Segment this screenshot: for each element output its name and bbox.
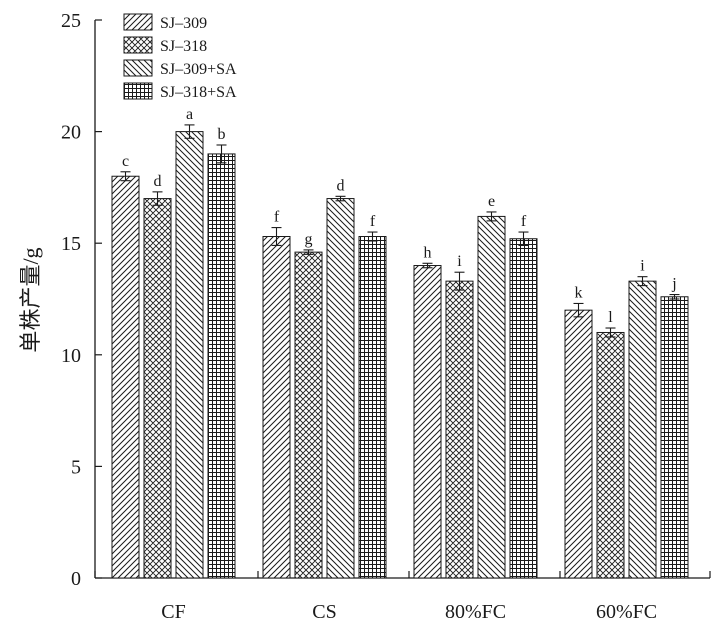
y-tick-label: 15 — [61, 233, 81, 255]
significance-label: e — [488, 193, 495, 210]
x-tick-label: 60%FC — [596, 601, 657, 623]
y-axis-label: 单株产量/g — [18, 247, 43, 352]
legend-swatch — [123, 36, 153, 54]
legend-label: SJ–318+SA — [160, 84, 237, 101]
bar — [262, 236, 291, 579]
legend-label: SJ–309+SA — [160, 61, 237, 78]
significance-label: i — [640, 258, 645, 275]
significance-label: c — [122, 153, 129, 170]
bar — [596, 331, 625, 579]
significance-label: f — [521, 213, 527, 230]
significance-label: b — [218, 126, 226, 143]
bars: c f h k d g i l a d e i b f f j — [111, 106, 689, 579]
legend: SJ–309 SJ–318 SJ–309+SA SJ–318+SA — [123, 13, 237, 101]
legend-swatch — [123, 82, 153, 100]
bar — [413, 265, 442, 579]
x-tick-label: CS — [312, 601, 336, 623]
significance-label: j — [671, 276, 676, 293]
bar — [477, 215, 506, 579]
y-tick-label: 25 — [61, 10, 81, 32]
significance-label: h — [424, 244, 432, 261]
bar — [660, 296, 689, 579]
bar — [564, 309, 593, 579]
significance-label: d — [154, 173, 162, 190]
y-tick-label: 20 — [61, 122, 81, 144]
x-tick-label: 80%FC — [445, 601, 506, 623]
significance-label: d — [337, 177, 345, 194]
legend-label: SJ–309 — [160, 15, 207, 32]
bar — [326, 198, 355, 579]
axes: 0 5 10 15 20 25 CF CS 80%FC 60%FC — [61, 10, 711, 623]
bar — [143, 198, 172, 579]
significance-label: g — [305, 231, 313, 248]
x-tick-label: CF — [161, 601, 185, 623]
bar — [175, 131, 204, 579]
bar — [111, 175, 140, 579]
significance-label: i — [457, 253, 462, 270]
y-tick-label: 5 — [71, 456, 81, 478]
y-tick-label: 10 — [61, 345, 81, 367]
bar — [628, 280, 657, 579]
bar — [358, 236, 387, 579]
bar — [445, 280, 474, 579]
y-tick-label: 0 — [71, 568, 81, 590]
legend-swatch — [123, 59, 153, 77]
significance-label: k — [575, 284, 583, 301]
bar — [509, 238, 538, 579]
significance-label: l — [608, 309, 613, 326]
significance-label: a — [186, 106, 193, 123]
bar — [294, 251, 323, 579]
significance-label: f — [274, 209, 280, 226]
legend-swatch — [123, 13, 153, 31]
bar — [207, 153, 236, 579]
legend-label: SJ–318 — [160, 38, 207, 55]
significance-label: f — [370, 213, 376, 230]
